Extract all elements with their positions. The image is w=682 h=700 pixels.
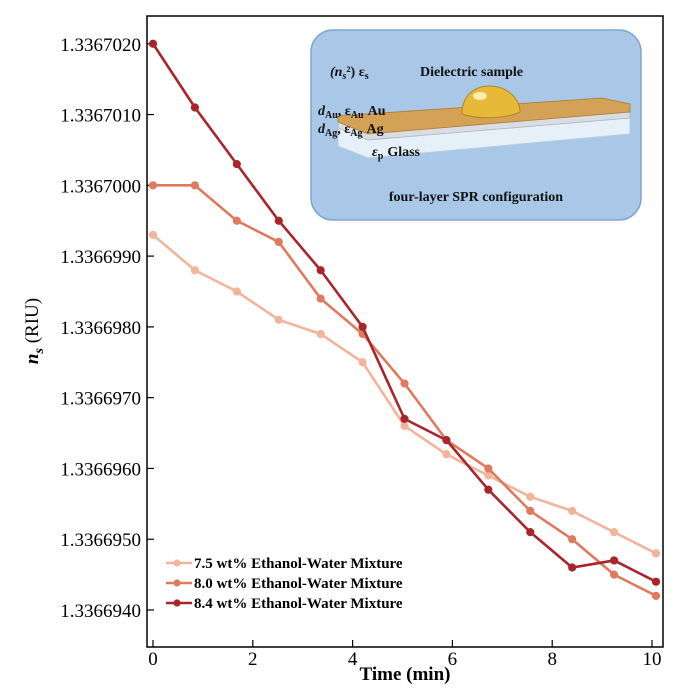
data-point [526,492,535,501]
y-axis-title-subscript: s [32,348,47,355]
data-point [651,591,661,600]
data-point [190,181,200,190]
svg-text:ns (RIU): ns (RIU) [22,298,47,364]
data-point [609,528,619,537]
series-1 [148,230,661,558]
data-point [526,528,535,537]
x-tick-label: 0 [148,649,158,670]
y-tick-label: 1.3367000 [60,176,141,197]
x-tick-label: 2 [248,649,258,670]
y-tick-label: 1.3366980 [60,318,141,339]
data-point [400,421,409,431]
au-variables: dAu, εAu Au [318,104,386,121]
data-point [232,216,241,225]
legend-swatch-marker [173,559,181,567]
legend-item: 7.5 wt% Ethanol-Water Mixture [166,556,403,572]
x-axis-title: Time (min) [360,664,451,685]
y-tick-label: 1.3366990 [60,247,141,268]
data-point [568,535,577,544]
legend-item: 8.0 wt% Ethanol-Water Mixture [166,576,403,592]
sample-label: Dielectric sample [420,65,523,80]
data-point [568,506,577,516]
data-point [484,485,493,494]
series-layer [148,39,661,600]
data-point [484,464,493,473]
y-axis: 1.3366940 1.3366950 1.3366960 1.3366970 1.33… [60,35,154,622]
data-point [148,39,158,48]
data-point [190,103,200,112]
data-point [232,287,241,296]
inset-caption: four-layer SPR configuration [389,190,563,205]
data-point [442,436,451,445]
ag-variables: dAg, εAg Ag [318,122,384,139]
inset-diagram: (ns²) εs Dielectric sample dAu, εAu Au dA… [310,29,642,221]
x-tick-label: 10 [643,649,662,670]
x-tick-label: 6 [448,649,458,670]
x-axis: 0 2 4 6 8 10 [148,640,662,670]
x-tick-label: 8 [547,649,557,670]
data-point [526,506,535,516]
data-point [484,471,493,480]
data-point [609,556,619,565]
data-point [274,216,283,225]
data-point [316,266,325,275]
series-line [153,184,657,598]
sample-variables: (ns²) εs [330,65,369,82]
legend-item: 8.4 wt% Ethanol-Water Mixture [166,596,403,612]
y-tick-label: 1.3366940 [60,601,141,622]
data-point [651,577,661,586]
data-point [274,237,283,247]
y-axis-title: ns (RIU) [22,298,47,364]
data-point [190,266,200,275]
plot-frame [146,15,664,648]
data-point [568,563,577,572]
legend-swatch-marker [173,579,181,587]
data-point [148,230,158,239]
legend-label: 8.0 wt% Ethanol-Water Mixture [194,576,403,592]
x-tick-label: 4 [348,649,358,670]
y-tick-label: 1.3367010 [60,106,141,127]
droplet-highlight [473,92,487,100]
series-3 [148,39,661,586]
data-point [609,570,619,579]
y-tick-label: 1.3366960 [60,459,141,480]
legend-label: 7.5 wt% Ethanol-Water Mixture [194,556,403,572]
data-point [651,549,661,558]
y-tick-label: 1.3366950 [60,530,141,551]
data-point [316,329,325,339]
data-point [274,315,283,324]
y-tick-label: 1.3366970 [60,389,141,410]
y-tick-label: 1.3367020 [60,35,141,56]
y-axis-title-symbol: n [22,354,43,365]
y-axis-title-unit: (RIU) [22,298,43,343]
data-point [148,181,158,190]
data-point [442,450,451,459]
legend: 7.5 wt% Ethanol-Water Mixture 8.0 wt% Eth… [166,556,403,612]
glass-variables: εp Glass [372,145,421,162]
legend-label: 8.4 wt% Ethanol-Water Mixture [194,596,403,612]
series-2 [148,181,661,600]
data-point [358,322,367,331]
data-point [232,159,241,169]
legend-swatch-marker [173,599,181,607]
series-line [152,233,657,555]
data-point [316,294,325,303]
data-point [358,358,367,367]
data-point [400,379,409,388]
data-point [400,414,409,423]
